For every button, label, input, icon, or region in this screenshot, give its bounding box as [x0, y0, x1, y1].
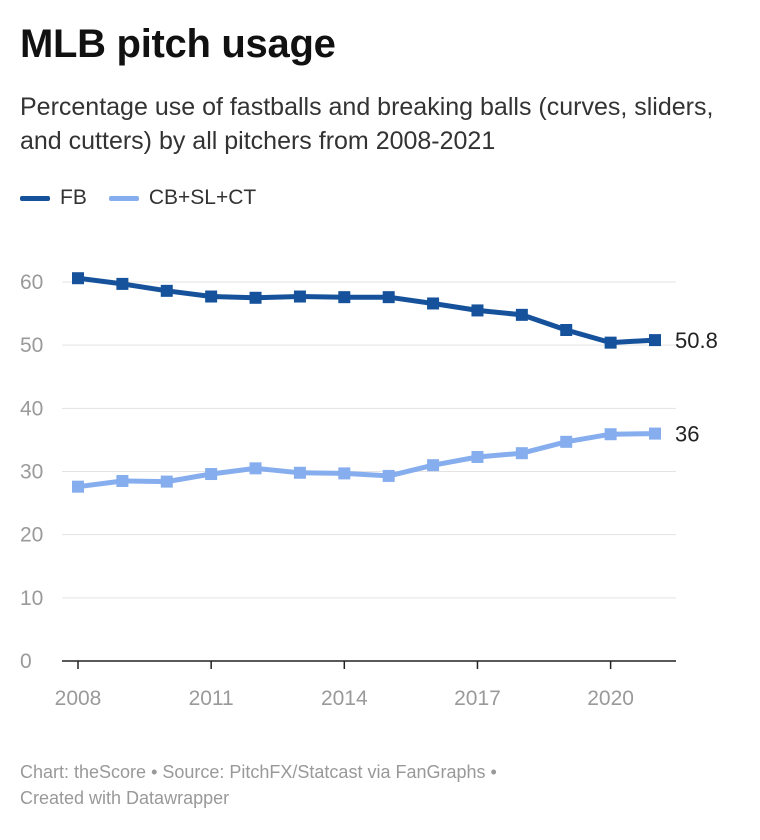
gridlines	[62, 281, 676, 599]
series-lines	[75, 275, 658, 490]
y-tick-label-40: 40	[20, 397, 43, 420]
data-point-fb-2021	[649, 334, 661, 347]
data-point-fb-2011	[205, 290, 218, 303]
y-axis-ticks: 0 10 20 30 40 50 60	[20, 271, 43, 673]
data-point-cb-sl-ct-2020	[604, 428, 617, 441]
series-line-fb	[75, 275, 658, 346]
y-tick-label-0: 0	[20, 650, 32, 673]
series-line-cb-sl-ct	[75, 431, 658, 490]
legend: FB CB+SL+CT	[20, 186, 278, 210]
x-tick-label-2011: 2011	[189, 687, 234, 710]
y-tick-label-60: 60	[20, 271, 43, 294]
data-point-cb-sl-ct-2021	[649, 427, 661, 440]
data-point-cb-sl-ct-2013	[293, 466, 306, 479]
line-chart: 0 10 20 30 40 50 60 2008 2011 2014 2017 2020 50.8 3…	[20, 271, 718, 710]
legend-swatch-cb-sl-ct	[108, 195, 139, 201]
end-labels: 50.8 36	[675, 328, 718, 446]
data-point-fb-2013	[293, 290, 306, 303]
end-label-fb: 50.8	[675, 328, 718, 353]
data-point-cb-sl-ct-2011	[205, 468, 218, 481]
data-point-cb-sl-ct-2018	[515, 447, 528, 460]
data-point-fb-2015	[382, 291, 395, 304]
data-point-cb-sl-ct-2015	[382, 469, 395, 482]
legend-label-cb-sl-ct: CB+SL+CT	[148, 186, 257, 209]
legend-item-fb: FB	[20, 186, 87, 210]
data-point-fb-2010	[160, 284, 173, 297]
data-point-fb-2016	[427, 297, 440, 310]
x-tick-label-2008: 2008	[55, 687, 102, 710]
data-point-fb-2009	[116, 277, 129, 290]
legend-label-fb: FB	[60, 186, 87, 209]
data-point-fb-2018	[515, 308, 528, 321]
chart-title: MLB pitch usage	[20, 22, 336, 66]
chart-subtitle: Percentage use of fastballs and breaking…	[20, 93, 714, 155]
x-tick-label-2014: 2014	[321, 687, 368, 710]
y-tick-label-50: 50	[20, 334, 43, 357]
data-point-cb-sl-ct-2019	[560, 435, 573, 448]
data-point-cb-sl-ct-2012	[249, 462, 262, 475]
x-axis: 2008 2011 2014 2017 2020	[55, 660, 676, 710]
y-tick-label-20: 20	[20, 524, 43, 547]
x-tick-label-2020: 2020	[587, 687, 634, 710]
data-point-cb-sl-ct-2017	[471, 450, 484, 463]
x-tick-label-2017: 2017	[454, 687, 501, 710]
data-point-fb-2012	[249, 291, 262, 304]
data-point-fb-2020	[604, 336, 617, 349]
data-point-fb-2008	[72, 272, 84, 285]
data-point-cb-sl-ct-2010	[160, 475, 173, 488]
data-point-cb-sl-ct-2008	[72, 480, 84, 493]
data-point-fb-2014	[338, 291, 351, 304]
end-label-cb-sl-ct: 36	[675, 422, 699, 447]
data-point-cb-sl-ct-2014	[338, 467, 351, 480]
footer-credit-line2: Created with Datawrapper	[20, 788, 230, 808]
data-point-fb-2017	[471, 304, 484, 317]
legend-swatch-fb	[20, 195, 50, 201]
data-point-cb-sl-ct-2009	[116, 474, 129, 487]
footer-credit: Chart: theScore • Source: PitchFX/Statca…	[20, 762, 497, 782]
data-point-cb-sl-ct-2016	[427, 459, 440, 472]
data-points	[72, 272, 661, 493]
y-tick-label-30: 30	[20, 461, 43, 484]
chart-footer: Chart: theScore • Source: PitchFX/Statca…	[20, 759, 680, 811]
y-tick-label-10: 10	[20, 587, 43, 610]
data-point-fb-2019	[560, 324, 573, 337]
legend-item-cb-sl-ct: CB+SL+CT	[108, 186, 257, 210]
